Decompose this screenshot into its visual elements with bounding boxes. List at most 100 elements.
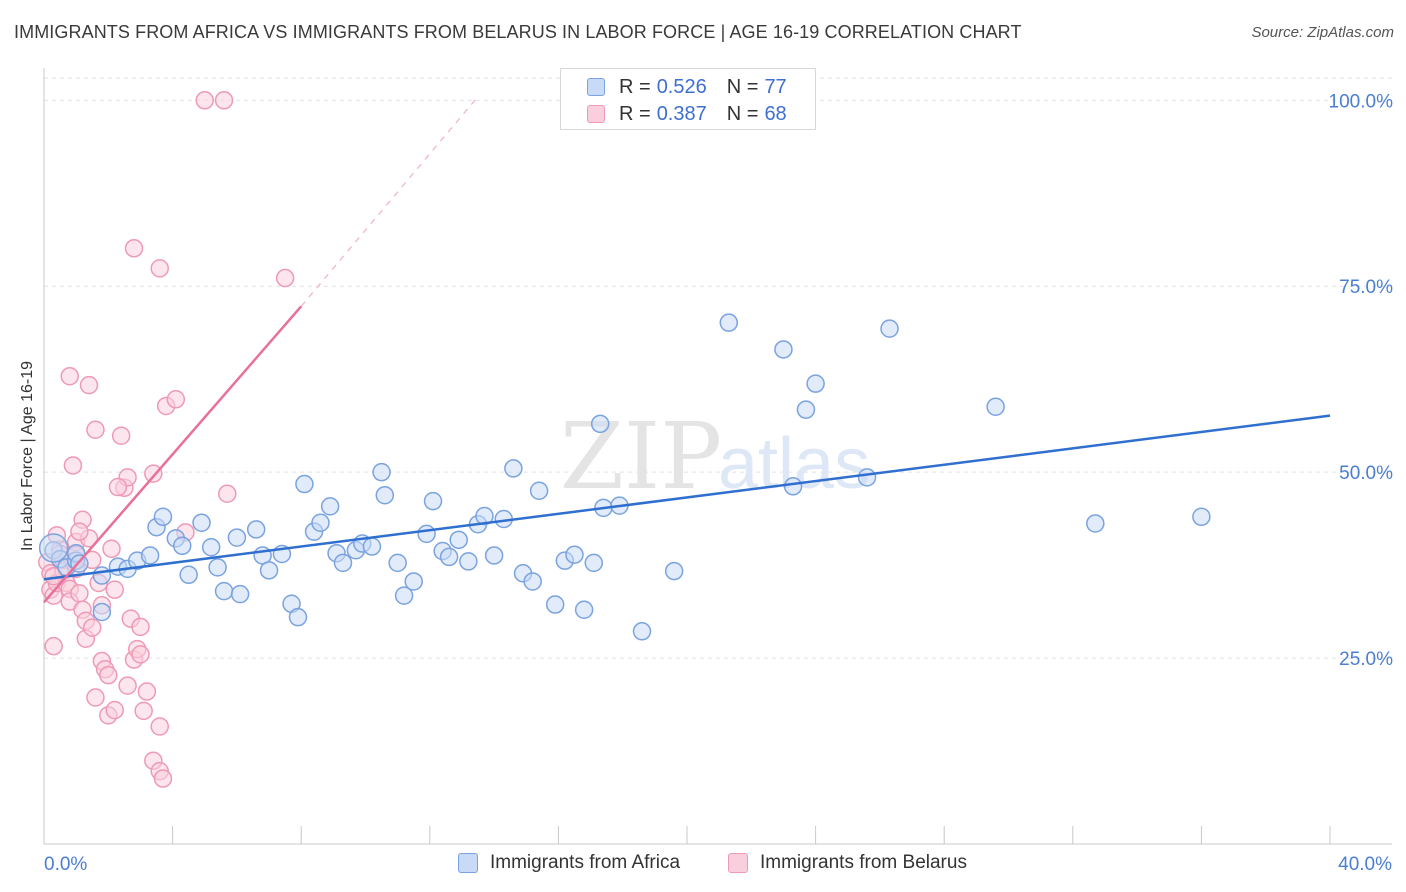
belarus-point: [99, 665, 118, 685]
africa-point: [574, 600, 594, 619]
africa-point: [1086, 514, 1105, 533]
belarus-point: [137, 682, 157, 701]
series-legend-africa[interactable]: Immigrants from Africa: [458, 852, 680, 874]
africa-point: [857, 468, 877, 487]
africa-point: [201, 538, 221, 557]
belarus-point: [108, 477, 128, 497]
belarus-point: [60, 366, 79, 386]
belarus-point: [153, 769, 173, 788]
africa-legend-swatch: [458, 853, 478, 873]
belarus-point: [218, 484, 237, 503]
africa-r-label: R =: [619, 75, 651, 98]
africa-point: [475, 506, 494, 526]
belarus-point: [195, 91, 214, 110]
y-tick-label: 50.0%: [1339, 463, 1393, 484]
africa-point: [375, 485, 395, 505]
belarus-point: [86, 688, 105, 707]
watermark-zip: ZIP: [560, 403, 722, 510]
belarus-point: [275, 268, 295, 288]
series-legend-belarus[interactable]: Immigrants from Belarus: [728, 852, 967, 874]
africa-point: [796, 400, 816, 419]
africa-point: [584, 553, 604, 573]
africa-point: [880, 319, 899, 338]
africa-point: [372, 462, 391, 482]
africa-n-value: 77: [764, 75, 787, 98]
belarus-point: [111, 426, 131, 445]
stats-legend: R = 0.526 N = 77 R = 0.387 N = 68: [560, 68, 816, 130]
africa-point: [388, 553, 407, 573]
africa-point: [333, 553, 353, 573]
legend-row-africa: R = 0.526 N = 77: [587, 75, 787, 99]
x-tick-label: 0.0%: [44, 854, 87, 875]
africa-point: [417, 524, 436, 544]
belarus-r-value: 0.387: [656, 102, 707, 125]
africa-point: [192, 513, 211, 532]
belarus-point: [79, 375, 99, 395]
africa-point: [320, 497, 340, 516]
belarus-point: [82, 618, 102, 637]
africa-point: [590, 414, 610, 434]
belarus-point: [86, 420, 105, 440]
africa-point: [288, 607, 308, 627]
legend-row-belarus: R = 0.387 N = 68: [587, 102, 787, 126]
africa-point: [774, 340, 793, 359]
africa-point: [439, 547, 459, 567]
tick-labels: 25.0% 50.0% 75.0% 100.0% 0.0% 40.0%: [44, 91, 1393, 875]
belarus-point: [102, 539, 121, 559]
africa-swatch: [587, 78, 605, 96]
belarus-r-label: R =: [619, 102, 651, 125]
africa-point: [664, 561, 684, 581]
belarus-n-value: 68: [764, 102, 787, 125]
africa-point: [1192, 507, 1211, 527]
belarus-point: [214, 91, 234, 110]
belarus-point: [150, 259, 169, 278]
africa-point: [459, 552, 478, 571]
belarus-point: [63, 456, 83, 475]
africa-point: [92, 566, 112, 585]
belarus-legend-label: Immigrants from Belarus: [760, 852, 967, 873]
africa-point: [529, 481, 549, 500]
x-tick-label: 40.0%: [1338, 854, 1392, 875]
belarus-point: [124, 239, 144, 258]
africa-point: [404, 572, 423, 591]
africa-point-cluster: [38, 533, 69, 563]
africa-n-label: N =: [726, 75, 759, 98]
africa-point: [172, 536, 192, 556]
africa-point: [423, 491, 443, 511]
belarus-point: [131, 617, 150, 637]
africa-point: [92, 602, 112, 622]
belarus-point: [118, 676, 137, 695]
belarus-point: [150, 717, 169, 736]
belarus-point: [144, 464, 163, 483]
africa-point: [246, 520, 266, 539]
belarus-points: [37, 91, 295, 788]
africa-point: [179, 565, 198, 585]
africa-point: [227, 528, 247, 547]
belarus-swatch: [587, 105, 605, 123]
source-credit: Source: ZipAtlas.com: [1251, 24, 1394, 41]
axes: [43, 68, 1392, 845]
africa-point: [986, 397, 1005, 416]
africa-point: [783, 477, 803, 496]
africa-point: [295, 474, 314, 494]
belarus-point: [105, 700, 124, 720]
africa-point: [545, 595, 565, 614]
belarus-point: [105, 580, 124, 599]
africa-point: [565, 545, 584, 564]
africa-point: [484, 546, 504, 565]
africa-point: [394, 586, 414, 605]
africa-trend-line: [43, 414, 1331, 581]
africa-point: [153, 507, 173, 527]
belarus-point: [134, 701, 153, 721]
africa-point: [311, 513, 330, 532]
belarus-n-label: N =: [726, 102, 759, 125]
belarus-point: [70, 522, 89, 541]
africa-r-value: 0.526: [656, 75, 707, 98]
africa-point: [719, 313, 739, 332]
belarus-point: [44, 636, 63, 656]
y-tick-label: 75.0%: [1339, 277, 1393, 298]
belarus-trend-extension: [300, 96, 479, 307]
y-tick-label: 100.0%: [1329, 91, 1394, 112]
africa-point: [214, 581, 234, 601]
